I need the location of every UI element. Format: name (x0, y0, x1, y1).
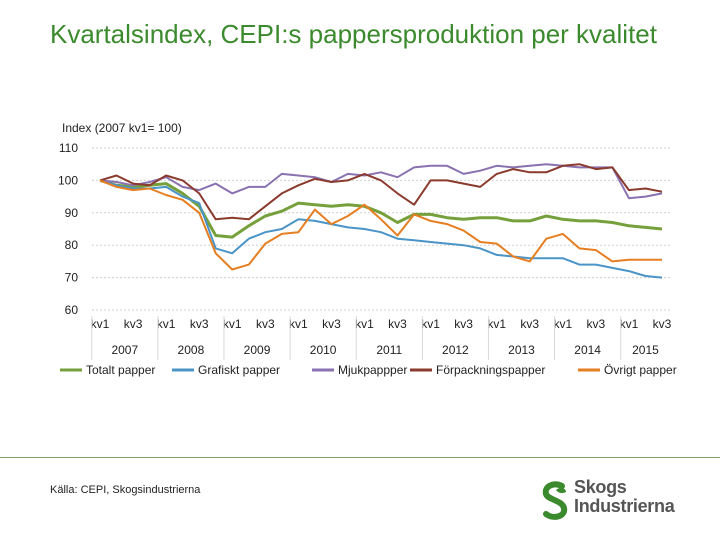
logo-wordmark: Skogs Industrierna (574, 477, 675, 516)
x-tick-label: kv3 (454, 317, 473, 331)
series-line-1 (99, 178, 663, 239)
x-tick-label: kv3 (322, 317, 341, 331)
series-line-2 (99, 179, 663, 279)
legend-label: Övrigt papper (604, 363, 677, 377)
x-tick-label: kv3 (388, 317, 407, 331)
year-label: 2011 (376, 343, 402, 357)
y-tick-label: 70 (65, 271, 79, 285)
year-label: 2012 (442, 343, 469, 357)
source-note: Källa: CEPI, Skogsindustrierna (50, 484, 201, 496)
x-tick-label: kv3 (653, 317, 672, 331)
year-label: 2014 (574, 343, 601, 357)
chart-svg: Index (2007 kv1= 100) 60 70 80 90 100 110 kv1 kv… (58, 121, 705, 377)
y-tick-label: 110 (59, 141, 78, 155)
series-line-4 (99, 163, 663, 221)
year-label: 2013 (508, 343, 535, 357)
year-label: 2009 (244, 343, 271, 357)
skogsindustrierna-logo: Skogs Industrierna (540, 478, 700, 522)
year-label: 2007 (111, 343, 138, 357)
x-tick-label: kv3 (587, 317, 606, 331)
x-tick-label: kv1 (157, 317, 176, 331)
series-line-5 (99, 179, 662, 271)
x-tick-label: kv1 (487, 317, 506, 331)
logo-line1: Skogs (574, 477, 627, 497)
year-label: 2015 (632, 343, 659, 357)
y-tick-label: 80 (65, 238, 79, 252)
y-tick-label: 60 (65, 303, 79, 317)
x-tick-label: kv1 (91, 317, 110, 331)
x-tick-label: kv3 (190, 317, 209, 331)
y-tick-label: 100 (58, 173, 78, 187)
x-tick-label: kv3 (124, 317, 143, 331)
x-tick-label: kv1 (289, 317, 308, 331)
x-tick-label: kv1 (355, 317, 374, 331)
year-label: 2010 (310, 343, 337, 357)
chart: Index (2007 kv1= 100) 60 70 80 90 100 110 kv1 kv… (50, 112, 705, 392)
legend-label: Förpackningspapper (436, 363, 545, 377)
x-tick-label: kv1 (421, 317, 440, 331)
footer-divider (0, 457, 720, 458)
legend-label: Mjukpappper (338, 363, 407, 377)
x-tick-label: kv1 (620, 317, 639, 331)
legend-label: Grafiskt papper (198, 363, 280, 377)
year-label: 2008 (178, 343, 205, 357)
x-tick-label: kv3 (520, 317, 539, 331)
y-tick-label: 90 (65, 206, 79, 220)
x-tick-label: kv1 (553, 317, 572, 331)
y-axis-label: Index (2007 kv1= 100) (62, 121, 182, 135)
legend-label: Totalt papper (86, 363, 155, 377)
page-title: Kvartalsindex, CEPI:s pappersproduktion … (50, 19, 657, 49)
logo-s-icon (542, 481, 568, 520)
x-tick-label: kv1 (223, 317, 242, 331)
logo-line2: Industrierna (574, 496, 675, 516)
x-tick-label: kv3 (256, 317, 275, 331)
